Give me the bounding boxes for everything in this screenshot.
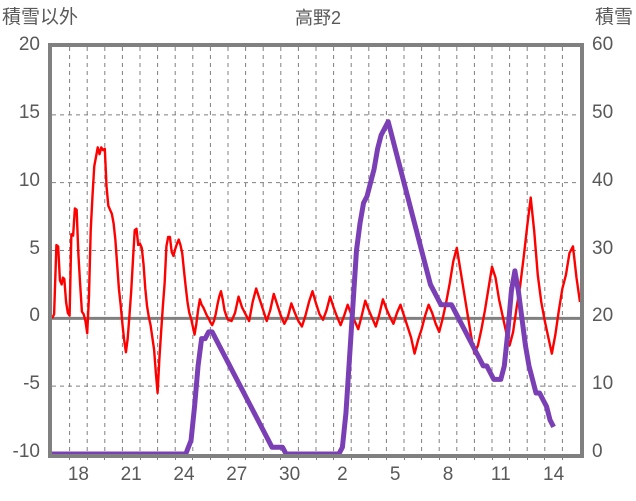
x-tick-mark xyxy=(297,454,299,460)
y-tick-label-left: -10 xyxy=(12,441,40,462)
right-axis-title: 積雪 xyxy=(594,7,633,28)
x-tick-mark xyxy=(280,454,282,460)
series-line-other xyxy=(52,146,580,395)
x-tick-mark xyxy=(209,454,211,460)
x-tick-label: 14 xyxy=(543,464,565,485)
x-tick-label: 8 xyxy=(442,464,454,485)
y-tick-label-left: 20 xyxy=(18,34,40,55)
y-tick-label-left: -5 xyxy=(23,373,40,395)
x-tick-mark xyxy=(104,454,106,460)
x-tick-mark xyxy=(350,454,352,460)
x-tick-mark xyxy=(157,454,159,460)
series-line-snow-depth xyxy=(52,119,556,454)
y-tick-label-right: 0 xyxy=(592,441,603,462)
x-tick-mark xyxy=(192,454,194,460)
x-tick-label: 5 xyxy=(389,464,401,485)
x-tick-label: 30 xyxy=(279,464,301,485)
x-tick-mark xyxy=(227,454,229,460)
x-tick-label: 18 xyxy=(67,464,89,485)
y-tick-label-left: 15 xyxy=(18,101,40,123)
x-tick-mark xyxy=(561,454,563,460)
left-axis-title: 積雪以外 xyxy=(2,7,79,28)
y-tick-label-right: 60 xyxy=(592,34,614,55)
x-tick-label: 24 xyxy=(173,464,195,485)
x-tick-mark xyxy=(438,454,440,460)
y-tick-label-right: 10 xyxy=(592,373,614,395)
x-tick-mark xyxy=(315,454,317,460)
x-tick-mark xyxy=(333,454,335,460)
x-tick-mark xyxy=(421,454,423,460)
x-tick-label: 11 xyxy=(490,464,511,485)
x-tick-mark xyxy=(262,454,264,460)
plot-svg xyxy=(52,47,580,454)
x-tick-mark xyxy=(456,454,458,460)
y-tick-label-left: 5 xyxy=(29,237,40,259)
grid-layer xyxy=(52,47,580,454)
x-tick-mark xyxy=(385,454,387,460)
x-tick-mark xyxy=(139,454,141,460)
plot-area xyxy=(52,47,580,454)
chart-title: 高野2 xyxy=(294,8,341,28)
x-tick-mark xyxy=(526,454,528,460)
x-tick-mark xyxy=(368,454,370,460)
x-tick-mark xyxy=(121,454,123,460)
x-tick-label: 27 xyxy=(226,464,248,485)
x-tick-mark xyxy=(403,454,405,460)
x-tick-mark xyxy=(174,454,176,460)
x-tick-mark xyxy=(86,454,88,460)
y-tick-label-right: 40 xyxy=(592,169,614,191)
x-tick-label: 2 xyxy=(337,464,348,485)
x-tick-mark xyxy=(473,454,475,460)
y-tick-label-left: 0 xyxy=(29,305,40,327)
x-tick-marks xyxy=(52,454,580,460)
y-tick-label-right: 20 xyxy=(592,305,614,327)
x-tick-mark xyxy=(509,454,511,460)
x-tick-mark xyxy=(544,454,546,460)
y-tick-label-right: 50 xyxy=(592,101,614,123)
y-tick-label-right: 30 xyxy=(592,237,614,259)
y-tick-label-left: 10 xyxy=(18,169,40,191)
x-tick-label: 21 xyxy=(120,464,142,485)
x-tick-mark xyxy=(245,454,247,460)
series-layer xyxy=(52,119,580,454)
x-tick-mark xyxy=(69,454,71,460)
x-tick-mark xyxy=(491,454,493,460)
